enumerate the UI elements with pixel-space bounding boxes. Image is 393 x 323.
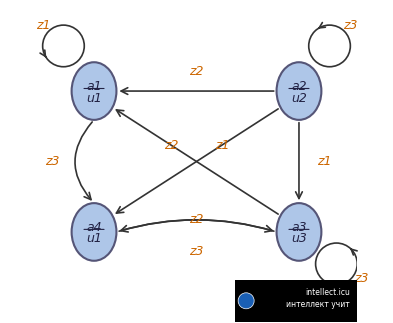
Text: u3: u3	[291, 233, 307, 245]
Text: z3: z3	[343, 19, 357, 32]
Ellipse shape	[72, 203, 116, 261]
Text: intellect.icu
интеллект учит: intellect.icu интеллект учит	[286, 288, 350, 309]
Text: z2: z2	[189, 65, 204, 78]
Text: z3: z3	[45, 155, 60, 168]
Text: z1: z1	[215, 139, 230, 152]
Ellipse shape	[72, 62, 116, 120]
Text: a3: a3	[291, 221, 307, 234]
Text: u1: u1	[86, 233, 102, 245]
Text: z1: z1	[317, 155, 332, 168]
Circle shape	[238, 293, 254, 309]
Text: u1: u1	[86, 92, 102, 105]
Text: z1: z1	[36, 19, 50, 32]
Text: z2: z2	[163, 139, 178, 152]
Text: a1: a1	[86, 80, 102, 93]
Text: u2: u2	[291, 92, 307, 105]
Text: z2: z2	[189, 213, 204, 226]
Text: z3: z3	[189, 245, 204, 258]
FancyBboxPatch shape	[235, 280, 356, 322]
Text: z3: z3	[354, 272, 369, 285]
Ellipse shape	[277, 203, 321, 261]
Ellipse shape	[277, 62, 321, 120]
Text: a4: a4	[86, 221, 102, 234]
Text: a2: a2	[291, 80, 307, 93]
